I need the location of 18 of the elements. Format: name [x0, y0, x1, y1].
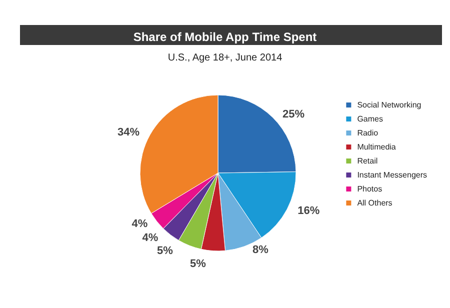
data-label: 8%: [252, 244, 269, 256]
legend-label: Radio: [357, 128, 379, 138]
legend-label: Games: [357, 114, 383, 124]
data-label: 4%: [142, 232, 158, 244]
data-label: 5%: [190, 258, 206, 270]
chart-subtitle: U.S., Age 18+, June 2014: [168, 52, 283, 64]
legend-label: Social Networking: [357, 100, 422, 110]
data-label: 25%: [282, 108, 305, 121]
legend-label: Instant Messengers: [357, 170, 427, 180]
data-label: 34%: [118, 126, 140, 139]
data-label: 16%: [298, 205, 320, 218]
legend-label: Photos: [357, 184, 382, 194]
legend-label: Multimedia: [357, 142, 396, 152]
legend-label: All Others: [357, 198, 392, 208]
legend-label: Retail: [357, 156, 378, 166]
data-label: 5%: [157, 245, 174, 258]
data-label: 4%: [132, 218, 148, 230]
chart-title: Share of Mobile App Time Spent: [133, 30, 317, 44]
